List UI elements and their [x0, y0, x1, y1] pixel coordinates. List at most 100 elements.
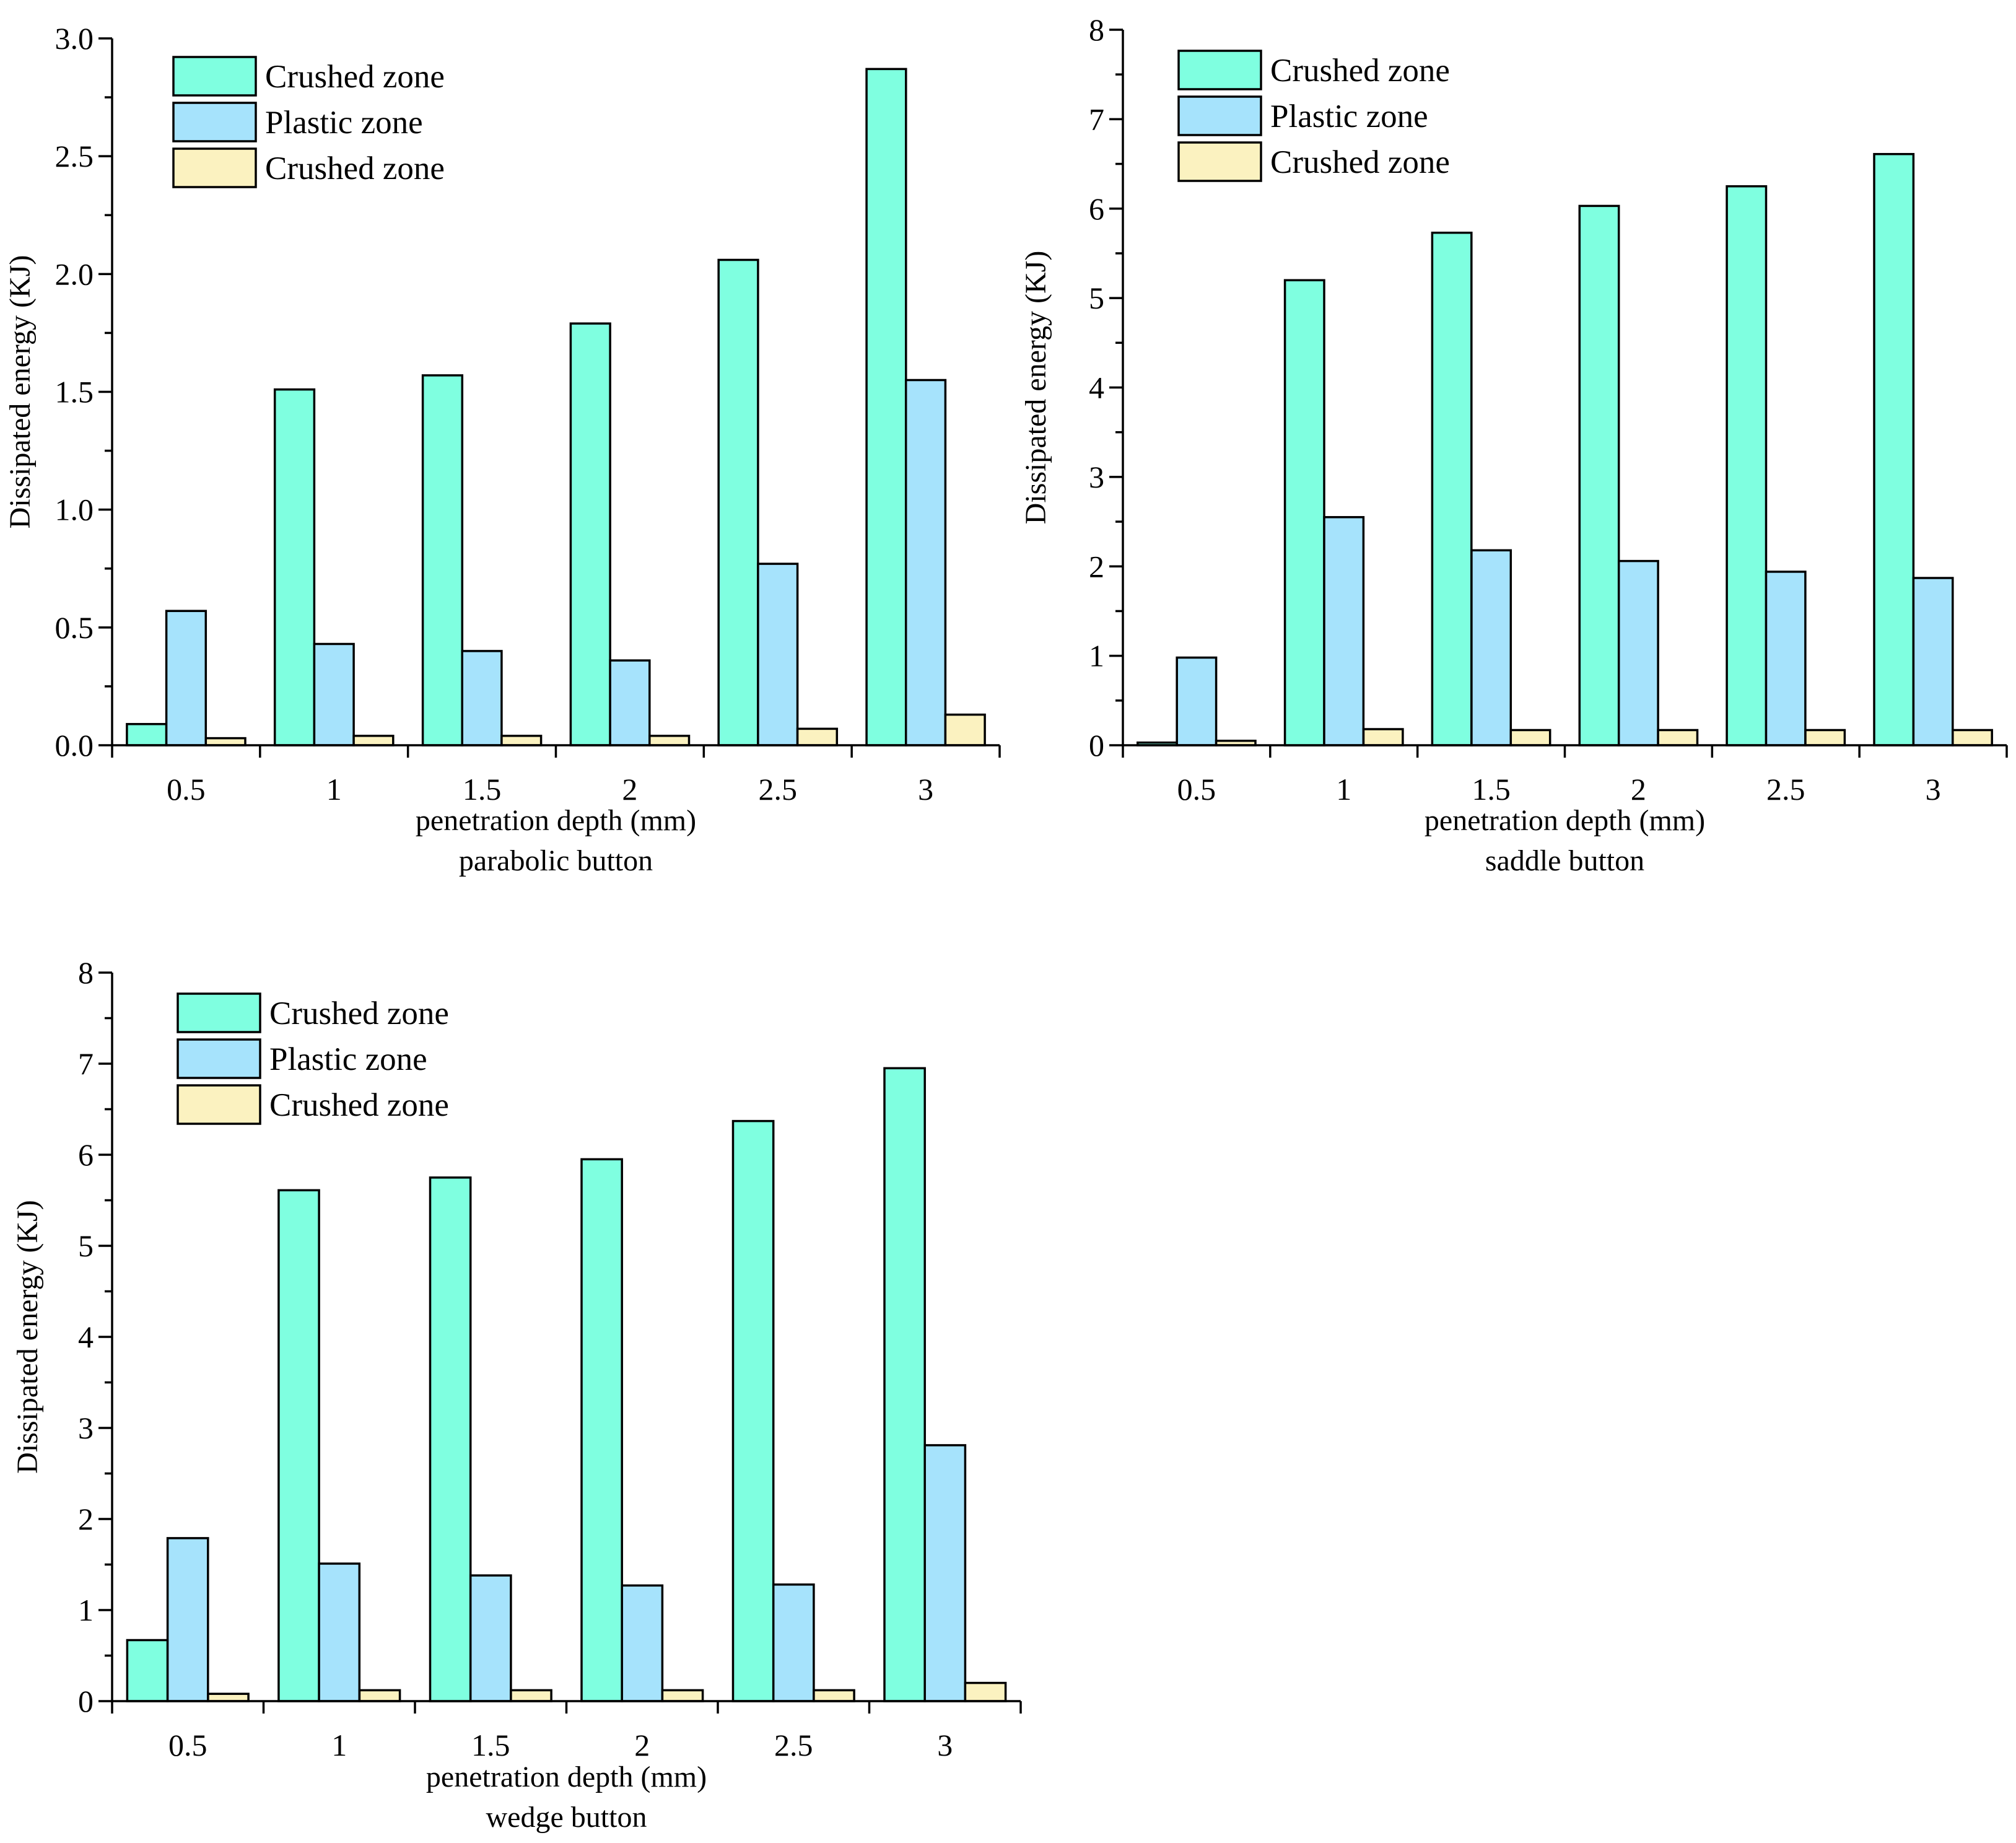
x-axis-title: penetration depth (mm): [416, 804, 696, 837]
bar-series-1-cat-3: [609, 659, 651, 746]
y-tick-label: 1: [78, 1593, 94, 1627]
bar-series-1-cat-0: [165, 610, 207, 746]
bar-series-0-cat-4: [731, 1119, 775, 1702]
y-ticks: 0 1 2 3 4 5 6 7 8: [1089, 12, 1123, 763]
chart-caption: parabolic button: [459, 844, 653, 877]
bar-series-0-cat-1: [1283, 279, 1325, 746]
y-ticks: 0.0 0.5 1.0 1.5 2.0 2.5 3.0: [55, 21, 112, 763]
x-tick-label: 1: [326, 772, 342, 807]
legend-label-crushed-zone: Crushed zone: [1270, 53, 1450, 89]
bar-series-1-cat-1: [318, 1562, 361, 1702]
x-tick-label: 2.5: [1766, 772, 1805, 807]
bar-series-1-cat-5: [923, 1444, 967, 1702]
bar-series-0-cat-3: [569, 322, 611, 746]
legend-label-crushed-zone-2: Crushed zone: [1270, 144, 1450, 180]
bar-series-0-cat-1: [273, 388, 316, 746]
bar-series-2-cat-2: [510, 1689, 552, 1702]
x-tick-label: 3: [937, 1728, 953, 1762]
x-ticks: 0.5 1 1.5 2 2.5 3: [1122, 745, 2008, 807]
bar-series-1-cat-4: [1765, 571, 1807, 746]
bar-series-0-cat-2: [429, 1176, 472, 1702]
bar-series-2-cat-1: [352, 735, 395, 746]
bar-group: [126, 68, 986, 746]
bar-series-0-cat-3: [580, 1158, 623, 1702]
y-tick-label: 2: [78, 1502, 94, 1536]
y-tick-label: 7: [1089, 102, 1104, 136]
x-tick-label: 1.5: [463, 772, 502, 807]
y-tick-label: 3: [78, 1411, 94, 1445]
legend-swatch-crushed-zone: [172, 56, 257, 97]
y-tick-label: 2: [1089, 549, 1104, 584]
bar-group: [1137, 152, 1993, 746]
bar-series-2-cat-2: [1509, 729, 1551, 746]
bar-series-0-cat-2: [1431, 231, 1473, 746]
y-tick-label: 2.0: [55, 256, 94, 291]
y-tick-label: 3.0: [55, 21, 94, 56]
x-tick-label: 0.5: [167, 772, 206, 807]
chart-panel-parabolic: 0.0 0.5 1.0 1.5 2.0 2.5 3.0 0.5 1 1.5 2 2.5 3 Crush…: [4, 21, 1001, 877]
legend-swatch-crushed-zone: [177, 992, 261, 1033]
x-tick-label: 2.5: [759, 772, 798, 807]
y-tick-label: 0: [78, 1684, 94, 1718]
bar-series-0-cat-0: [126, 1639, 169, 1702]
chart-panel-wedge: 0 1 2 3 4 5 6 7 8 0.5 1 1.5 2 2.5 3 Crushed zone Plas…: [11, 955, 1022, 1834]
bar-series-2-cat-5: [1952, 729, 1993, 746]
x-tick-label: 2: [622, 772, 637, 807]
bar-series-1-cat-2: [1470, 549, 1512, 746]
y-tick-label: 1.0: [55, 492, 94, 527]
bar-series-0-cat-2: [421, 374, 464, 746]
bar-series-1-cat-0: [166, 1537, 209, 1702]
legend: Crushed zone Plastic zone Crushed zone: [1177, 50, 1450, 182]
bar-series-1-cat-3: [621, 1584, 664, 1702]
y-tick-label: 8: [1089, 12, 1104, 47]
x-tick-label: 1: [1336, 772, 1351, 807]
bar-series-2-cat-4: [1804, 729, 1846, 746]
legend-label-crushed-zone: Crushed zone: [269, 996, 449, 1031]
x-tick-label: 3: [918, 772, 933, 807]
bar-series-2-cat-1: [1362, 728, 1404, 746]
y-axis-title: Dissipated energy (KJ): [11, 1200, 44, 1474]
bar-series-0-cat-4: [717, 258, 759, 746]
chart-caption: saddle button: [1485, 844, 1644, 877]
legend-label-plastic-zone: Plastic zone: [1270, 98, 1428, 134]
x-tick-label: 2: [1631, 772, 1646, 807]
y-tick-label: 4: [78, 1320, 94, 1354]
legend-swatch-crushed-zone-2: [172, 147, 257, 188]
bar-series-2-cat-4: [813, 1689, 855, 1702]
bar-series-0-cat-0: [126, 723, 168, 746]
bar-series-1-cat-0: [1176, 656, 1218, 746]
y-tick-label: 1.5: [55, 375, 94, 409]
legend-swatch-plastic-zone: [1177, 95, 1262, 136]
x-tick-label: 0.5: [1177, 772, 1216, 807]
legend-label-plastic-zone: Plastic zone: [269, 1041, 427, 1077]
bar-series-0-cat-4: [1726, 185, 1768, 746]
bar-series-2-cat-5: [964, 1681, 1007, 1702]
legend-label-crushed-zone-2: Crushed zone: [265, 151, 445, 186]
bar-series-2-cat-3: [1657, 729, 1699, 746]
y-tick-label: 3: [1089, 460, 1104, 494]
y-ticks: 0 1 2 3 4 5 6 7 8: [78, 955, 112, 1718]
bar-series-1-cat-1: [313, 642, 355, 746]
y-tick-label: 0: [1089, 728, 1104, 763]
chart-caption: wedge button: [486, 1801, 647, 1834]
x-axis-title: penetration depth (mm): [1425, 804, 1705, 837]
x-tick-label: 2.5: [774, 1728, 813, 1762]
legend-swatch-crushed-zone-2: [177, 1084, 261, 1125]
y-axis-title: Dissipated energy (KJ): [1019, 251, 1052, 525]
y-tick-label: 8: [78, 955, 94, 990]
x-ticks: 0.5 1 1.5 2 2.5 3: [111, 1701, 1022, 1762]
x-tick-label: 1.5: [1472, 772, 1511, 807]
legend-label-crushed-zone-2: Crushed zone: [269, 1087, 449, 1123]
bar-series-2-cat-5: [944, 713, 986, 746]
bar-series-0-cat-5: [883, 1067, 926, 1702]
bar-series-1-cat-4: [772, 1583, 815, 1702]
x-tick-label: 1: [331, 1728, 347, 1762]
bar-series-2-cat-3: [648, 735, 691, 746]
y-tick-label: 4: [1089, 370, 1104, 405]
y-tick-label: 6: [1089, 191, 1104, 226]
x-axis-title: penetration depth (mm): [426, 1761, 707, 1793]
y-tick-label: 2.5: [55, 139, 94, 173]
bar-series-2-cat-2: [500, 735, 543, 746]
legend-swatch-plastic-zone: [172, 102, 257, 142]
